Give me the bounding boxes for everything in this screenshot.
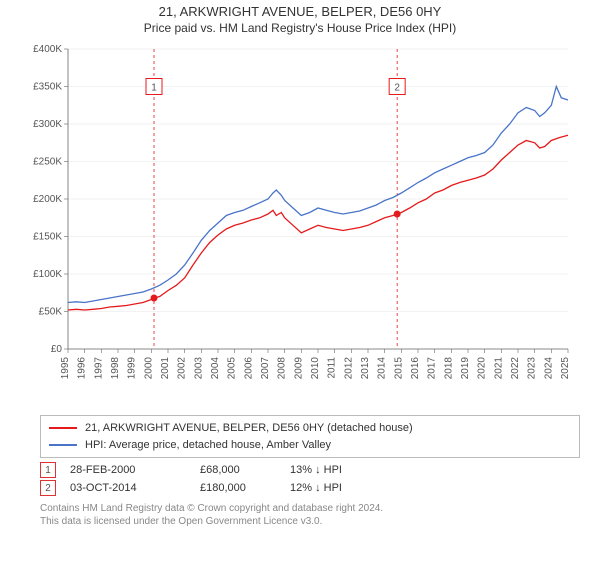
svg-text:£300K: £300K: [33, 119, 62, 130]
svg-text:1996: 1996: [77, 357, 88, 380]
svg-text:2025: 2025: [560, 357, 571, 380]
sale-price: £180,000: [200, 482, 290, 494]
svg-text:2018: 2018: [443, 357, 454, 380]
svg-text:2016: 2016: [410, 357, 421, 380]
footer-line: Contains HM Land Registry data © Crown c…: [40, 502, 580, 515]
sale-badge: 2: [40, 480, 56, 496]
svg-text:2013: 2013: [360, 357, 371, 380]
svg-text:2023: 2023: [527, 357, 538, 380]
svg-text:1995: 1995: [60, 357, 71, 380]
svg-text:£0: £0: [51, 344, 63, 355]
svg-text:£350K: £350K: [33, 82, 62, 93]
svg-text:2021: 2021: [493, 357, 504, 380]
price-chart: £0 £50K £100K £150K £200K £250K £300K £350K £400…: [20, 39, 580, 409]
svg-text:2019: 2019: [460, 357, 471, 380]
legend-label: 21, ARKWRIGHT AVENUE, BELPER, DE56 0HY (…: [85, 420, 413, 437]
svg-text:2010: 2010: [310, 357, 321, 380]
svg-text:2014: 2014: [377, 357, 388, 380]
svg-text:2005: 2005: [227, 357, 238, 380]
sale-price: £68,000: [200, 464, 290, 476]
legend-item: HPI: Average price, detached house, Ambe…: [49, 437, 571, 454]
sale-row: 2 03-OCT-2014 £180,000 12% ↓ HPI: [40, 480, 580, 496]
svg-text:£150K: £150K: [33, 232, 62, 243]
svg-text:2003: 2003: [193, 357, 204, 380]
sale-vs-hpi: 12% ↓ HPI: [290, 482, 400, 494]
sale-date: 03-OCT-2014: [70, 482, 200, 494]
svg-text:2020: 2020: [477, 357, 488, 380]
sale-badge: 1: [40, 462, 56, 478]
legend-item: 21, ARKWRIGHT AVENUE, BELPER, DE56 0HY (…: [49, 420, 571, 437]
svg-text:1998: 1998: [110, 357, 121, 380]
sale-row: 1 28-FEB-2000 £68,000 13% ↓ HPI: [40, 462, 580, 478]
svg-text:2: 2: [394, 83, 400, 94]
svg-text:£100K: £100K: [33, 269, 62, 280]
svg-text:2011: 2011: [327, 357, 338, 379]
svg-text:2007: 2007: [260, 357, 271, 380]
svg-text:2024: 2024: [543, 357, 554, 380]
page-title: 21, ARKWRIGHT AVENUE, BELPER, DE56 0HY: [0, 4, 600, 19]
svg-text:£400K: £400K: [33, 44, 62, 55]
svg-text:2009: 2009: [293, 357, 304, 380]
svg-text:1997: 1997: [93, 357, 104, 380]
sale-vs-hpi: 13% ↓ HPI: [290, 464, 400, 476]
svg-text:2015: 2015: [393, 357, 404, 380]
svg-text:2008: 2008: [277, 357, 288, 380]
legend-swatch: [49, 427, 77, 429]
footer: Contains HM Land Registry data © Crown c…: [40, 502, 580, 528]
sales-table: 1 28-FEB-2000 £68,000 13% ↓ HPI 2 03-OCT…: [40, 462, 580, 496]
page-subtitle: Price paid vs. HM Land Registry's House …: [0, 21, 600, 35]
svg-text:2001: 2001: [160, 357, 171, 380]
sale-date: 28-FEB-2000: [70, 464, 200, 476]
svg-text:1: 1: [151, 83, 157, 94]
svg-text:2012: 2012: [343, 357, 354, 380]
svg-text:£250K: £250K: [33, 157, 62, 168]
svg-text:2017: 2017: [427, 357, 438, 380]
footer-line: This data is licensed under the Open Gov…: [40, 515, 580, 528]
svg-text:2004: 2004: [210, 357, 221, 380]
svg-text:1999: 1999: [127, 357, 138, 380]
svg-text:2000: 2000: [143, 357, 154, 380]
svg-text:2006: 2006: [243, 357, 254, 380]
chart-svg: £0 £50K £100K £150K £200K £250K £300K £350K £400…: [20, 39, 580, 409]
svg-text:£50K: £50K: [39, 307, 63, 318]
legend: 21, ARKWRIGHT AVENUE, BELPER, DE56 0HY (…: [40, 415, 580, 458]
svg-text:2002: 2002: [177, 357, 188, 380]
legend-swatch: [49, 444, 77, 446]
svg-text:£200K: £200K: [33, 194, 62, 205]
svg-text:2022: 2022: [510, 357, 521, 380]
legend-label: HPI: Average price, detached house, Ambe…: [85, 437, 331, 454]
